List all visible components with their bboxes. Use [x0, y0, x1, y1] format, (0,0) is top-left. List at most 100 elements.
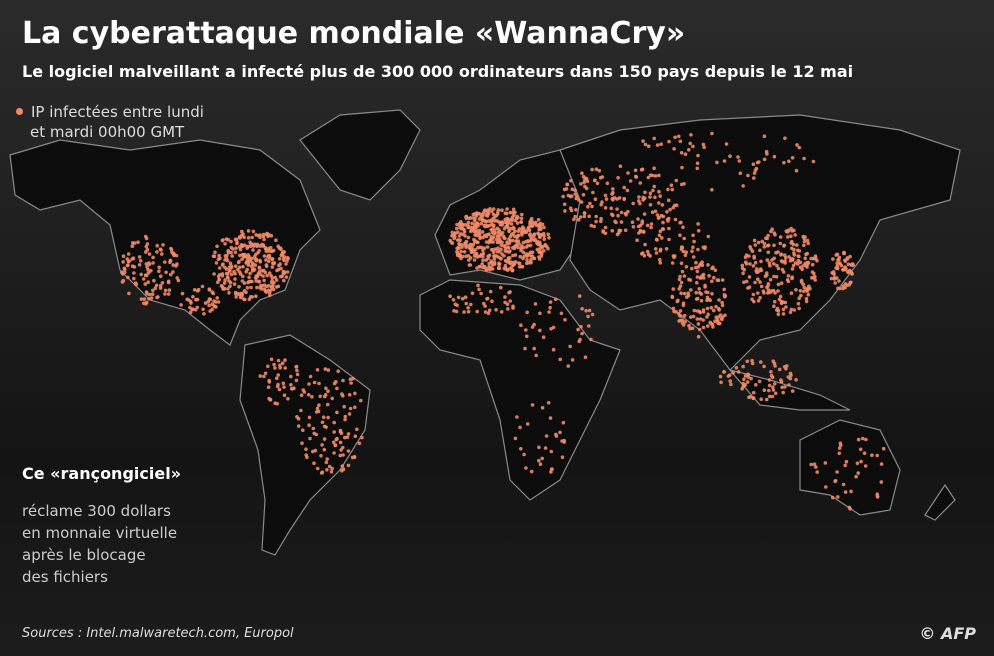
- infection-dot: [765, 152, 769, 156]
- infection-dot: [569, 179, 573, 183]
- infection-dot: [834, 266, 838, 270]
- infection-dot: [357, 441, 362, 446]
- infection-dot: [677, 134, 681, 139]
- infection-dot: [348, 406, 353, 411]
- infection-dot: [550, 467, 554, 471]
- infection-dot: [759, 259, 763, 264]
- infection-dot: [533, 302, 538, 306]
- infection-dot: [592, 224, 596, 229]
- infection-dot: [132, 276, 136, 281]
- infection-dot: [804, 296, 809, 301]
- infection-dot: [276, 358, 281, 363]
- infection-dot: [648, 191, 653, 196]
- infection-dot: [654, 237, 659, 242]
- infection-dot: [279, 266, 283, 271]
- infection-dot: [637, 199, 641, 203]
- infection-dot: [451, 233, 456, 237]
- infection-dot: [214, 305, 218, 309]
- infection-dot: [147, 297, 151, 301]
- infection-dot: [762, 134, 767, 138]
- infection-dot: [851, 263, 855, 267]
- infection-dot: [558, 357, 562, 362]
- infection-dot: [476, 245, 480, 250]
- infection-dot: [326, 415, 330, 420]
- infection-dot: [511, 304, 515, 309]
- infection-dot: [266, 385, 271, 390]
- infection-dot: [478, 264, 482, 269]
- infection-dot: [142, 297, 147, 301]
- infection-dot: [710, 279, 714, 284]
- infection-dot: [846, 262, 851, 267]
- infection-dot: [779, 253, 783, 257]
- infection-dot: [249, 295, 253, 299]
- infection-dot: [691, 144, 695, 149]
- infection-dot: [539, 226, 543, 231]
- infection-dot: [315, 368, 320, 372]
- infection-dot: [195, 305, 200, 310]
- infection-dot: [843, 463, 847, 468]
- infection-dot: [267, 271, 272, 275]
- infection-dot: [841, 267, 846, 272]
- infection-dot: [228, 269, 232, 273]
- infection-dot: [466, 235, 471, 240]
- infection-dot: [634, 174, 638, 179]
- infection-dot: [769, 370, 773, 374]
- infection-dot: [214, 261, 219, 265]
- infection-dot: [785, 364, 789, 368]
- infection-dot: [682, 274, 687, 278]
- infection-dot: [503, 263, 508, 268]
- infection-dot: [750, 297, 754, 302]
- infection-dot: [271, 261, 275, 266]
- infection-dot: [452, 309, 456, 313]
- infection-dot: [803, 256, 807, 261]
- infection-dot: [848, 254, 852, 259]
- infection-dot: [815, 470, 819, 474]
- infection-dot: [485, 245, 490, 249]
- infection-dot: [249, 242, 254, 246]
- infection-dot: [797, 145, 802, 150]
- infection-dot: [782, 253, 787, 257]
- infection-dot: [477, 287, 481, 292]
- infection-dot: [769, 289, 774, 293]
- infection-dot: [295, 368, 299, 373]
- infection-dot: [258, 374, 263, 378]
- infection-dot: [752, 238, 757, 243]
- infection-dot: [321, 415, 326, 420]
- infection-dot: [455, 251, 460, 255]
- infection-dot: [336, 369, 341, 374]
- infection-dot: [879, 462, 884, 466]
- infection-dot: [661, 220, 665, 225]
- infection-dot: [640, 252, 644, 256]
- infection-dot: [327, 464, 332, 469]
- infection-dot: [468, 263, 473, 267]
- infection-dot: [503, 258, 508, 263]
- infection-dot: [134, 282, 139, 287]
- infection-dot: [470, 221, 474, 226]
- infection-dot: [499, 285, 503, 290]
- infection-dot: [500, 252, 504, 256]
- infection-dot: [768, 277, 773, 282]
- infection-dot: [537, 223, 542, 227]
- infection-dot: [657, 189, 661, 194]
- infection-dot: [832, 277, 837, 281]
- infection-dot: [720, 278, 725, 282]
- infection-dot: [780, 267, 785, 272]
- infection-dot: [514, 243, 518, 248]
- infection-dot: [794, 168, 799, 173]
- infection-dot: [701, 272, 706, 277]
- infection-dot: [512, 226, 516, 231]
- africa: [419, 279, 621, 501]
- infection-dot: [742, 377, 746, 382]
- infection-dot: [464, 239, 469, 244]
- infection-dot: [141, 277, 146, 281]
- infection-dot: [341, 453, 345, 457]
- infection-dot: [625, 188, 630, 193]
- infection-dot: [805, 265, 809, 269]
- infection-dot: [480, 230, 485, 234]
- infection-dot: [831, 270, 836, 274]
- infection-dot: [503, 295, 507, 299]
- infection-dot: [626, 171, 630, 175]
- infection-dot: [270, 249, 275, 254]
- infection-dot: [711, 325, 715, 329]
- infection-dot: [695, 161, 700, 165]
